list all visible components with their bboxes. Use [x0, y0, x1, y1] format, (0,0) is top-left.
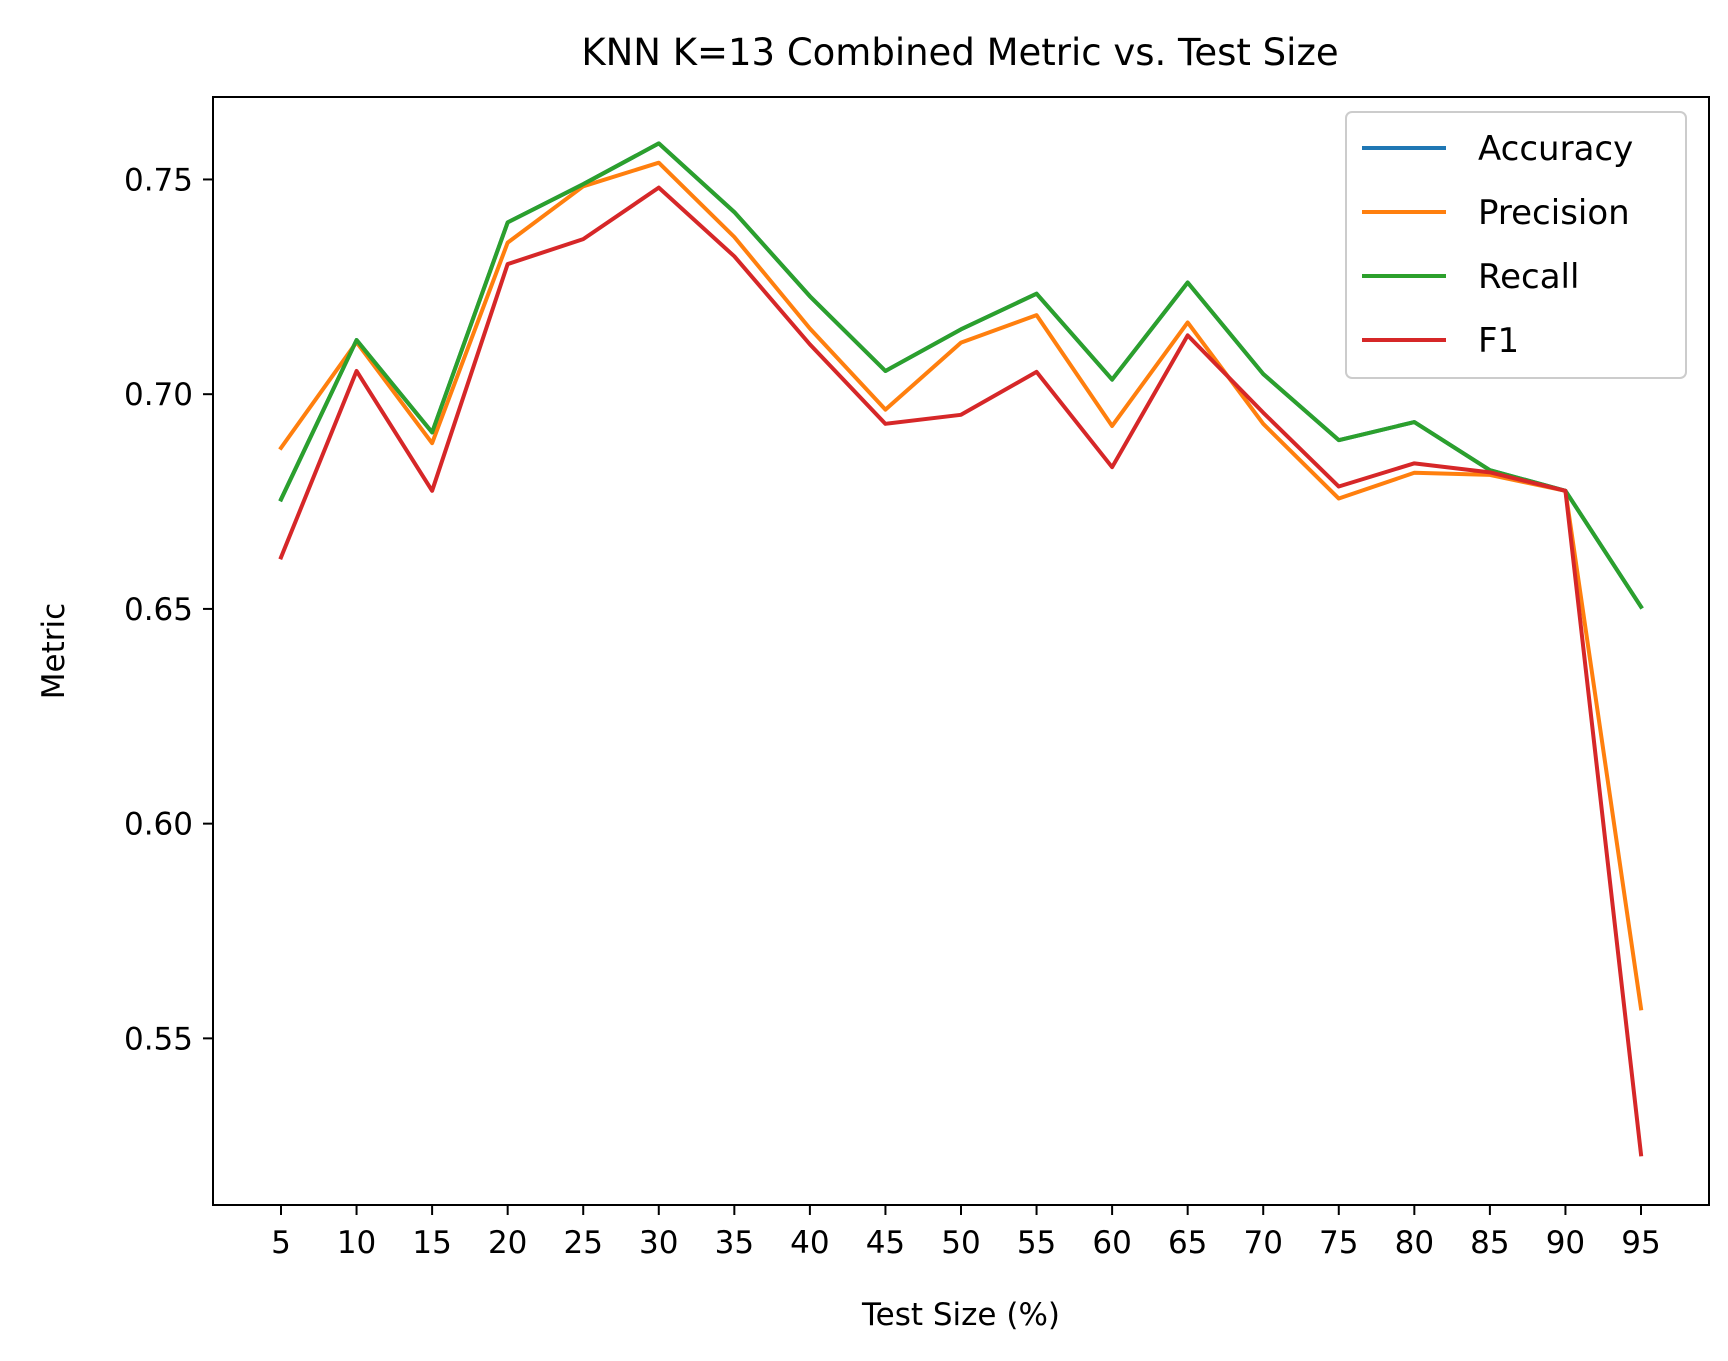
x-tick-label: 15 — [412, 1225, 451, 1261]
chart-title: KNN K=13 Combined Metric vs. Test Size — [581, 31, 1338, 74]
x-tick-label: 55 — [1017, 1225, 1056, 1261]
x-tick-label: 5 — [271, 1225, 291, 1261]
x-tick-label: 60 — [1092, 1225, 1131, 1261]
x-tick-label: 90 — [1546, 1225, 1585, 1261]
y-tick-label: 0.65 — [124, 592, 193, 628]
x-tick-label: 70 — [1243, 1225, 1282, 1261]
legend-label-f1: F1 — [1478, 321, 1519, 361]
y-tick-label: 0.75 — [124, 162, 193, 198]
x-tick-label: 85 — [1470, 1225, 1509, 1261]
plot-area — [278, 141, 1644, 1157]
x-tick-label: 45 — [866, 1225, 905, 1261]
series-line-precision — [278, 160, 1644, 1011]
y-axis-label: Metric — [36, 603, 72, 699]
x-tick-label: 40 — [790, 1225, 829, 1261]
x-tick-label: 20 — [488, 1225, 527, 1261]
x-tick-label: 95 — [1621, 1225, 1660, 1261]
legend: Accuracy Precision Recall F1 — [1345, 111, 1687, 379]
x-tick-label: 65 — [1168, 1225, 1207, 1261]
x-axis-label: Test Size (%) — [861, 1297, 1060, 1333]
series-line-recall — [278, 141, 1644, 610]
legend-box — [1345, 111, 1687, 379]
y-tick-label: 0.70 — [124, 377, 193, 413]
legend-label-accuracy: Accuracy — [1478, 129, 1633, 169]
x-tick-label: 50 — [941, 1225, 980, 1261]
x-tick-label: 10 — [337, 1225, 376, 1261]
legend-label-precision: Precision — [1478, 193, 1630, 233]
x-tick-label: 80 — [1395, 1225, 1434, 1261]
y-tick-label: 0.60 — [124, 807, 193, 843]
series-line-f1 — [278, 185, 1644, 1157]
x-tick-label: 30 — [639, 1225, 678, 1261]
x-tick-label: 75 — [1319, 1225, 1358, 1261]
x-tick-label: 35 — [715, 1225, 754, 1261]
legend-label-recall: Recall — [1478, 257, 1579, 297]
y-tick-label: 0.55 — [124, 1021, 193, 1057]
axis-ticks: 5 10 15 20 25 30 35 40 45 50 55 60 65 70 75 80 85 90 95 0.5… — [124, 162, 1661, 1261]
x-tick-label: 25 — [563, 1225, 602, 1261]
